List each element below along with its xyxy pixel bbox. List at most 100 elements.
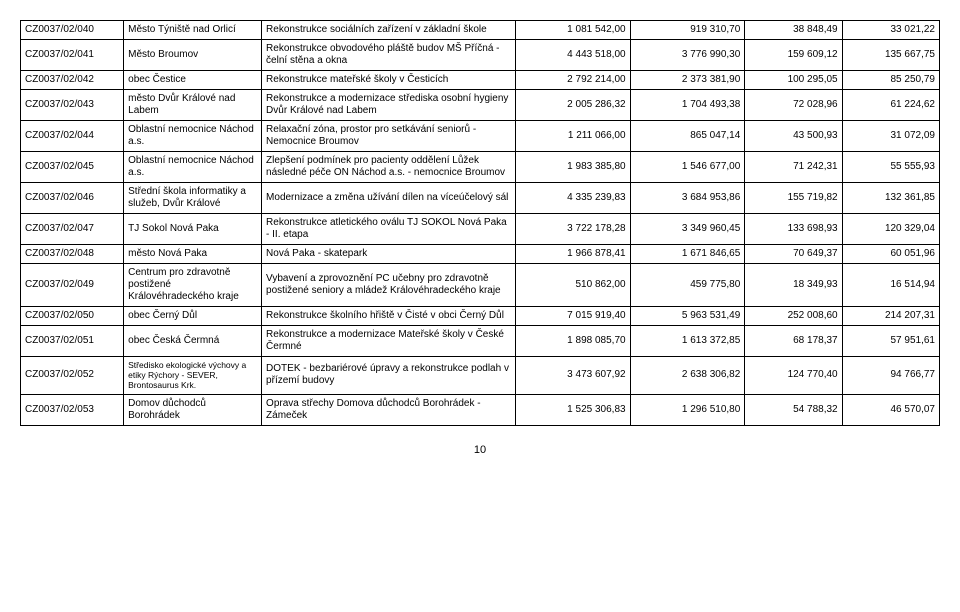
table-row: CZ0037/02/048město Nová PakaNová Paka - …: [21, 245, 940, 264]
table-row: CZ0037/02/042obec ČesticeRekonstrukce ma…: [21, 71, 940, 90]
table-row: CZ0037/02/041Město BroumovRekonstrukce o…: [21, 40, 940, 71]
cell-amount-1: 1 525 306,83: [515, 394, 630, 425]
cell-description: Rekonstrukce sociálních zařízení v zákla…: [262, 21, 516, 40]
table-row: CZ0037/02/044Oblastní nemocnice Náchod a…: [21, 121, 940, 152]
cell-amount-2: 3 776 990,30: [630, 40, 745, 71]
cell-amount-2: 2 638 306,82: [630, 357, 745, 395]
cell-id: CZ0037/02/053: [21, 394, 124, 425]
cell-amount-1: 2 792 214,00: [515, 71, 630, 90]
cell-amount-4: 132 361,85: [842, 183, 939, 214]
cell-applicant: Střední škola informatiky a služeb, Dvůr…: [124, 183, 262, 214]
cell-amount-1: 510 862,00: [515, 264, 630, 307]
cell-description: Rekonstrukce atletického oválu TJ SOKOL …: [262, 214, 516, 245]
table-row: CZ0037/02/052Středisko ekologické výchov…: [21, 357, 940, 395]
cell-amount-3: 252 008,60: [745, 307, 842, 326]
cell-description: DOTEK - bezbariérové úpravy a rekonstruk…: [262, 357, 516, 395]
cell-amount-2: 865 047,14: [630, 121, 745, 152]
cell-amount-4: 94 766,77: [842, 357, 939, 395]
cell-amount-4: 135 667,75: [842, 40, 939, 71]
cell-amount-3: 124 770,40: [745, 357, 842, 395]
cell-id: CZ0037/02/044: [21, 121, 124, 152]
cell-amount-4: 57 951,61: [842, 326, 939, 357]
cell-applicant: Centrum pro zdravotně postižené Královéh…: [124, 264, 262, 307]
table-row: CZ0037/02/049Centrum pro zdravotně posti…: [21, 264, 940, 307]
cell-amount-1: 7 015 919,40: [515, 307, 630, 326]
cell-id: CZ0037/02/047: [21, 214, 124, 245]
cell-amount-4: 16 514,94: [842, 264, 939, 307]
cell-amount-4: 55 555,93: [842, 152, 939, 183]
table-row: CZ0037/02/046Střední škola informatiky a…: [21, 183, 940, 214]
cell-id: CZ0037/02/048: [21, 245, 124, 264]
cell-description: Rekonstrukce školního hřiště v Čisté v o…: [262, 307, 516, 326]
cell-applicant: Oblastní nemocnice Náchod a.s.: [124, 121, 262, 152]
cell-applicant: Domov důchodců Borohrádek: [124, 394, 262, 425]
cell-amount-1: 4 335 239,83: [515, 183, 630, 214]
cell-amount-1: 1 081 542,00: [515, 21, 630, 40]
table-row: CZ0037/02/043město Dvůr Králové nad Labe…: [21, 90, 940, 121]
cell-id: CZ0037/02/040: [21, 21, 124, 40]
cell-amount-3: 155 719,82: [745, 183, 842, 214]
page-number: 10: [20, 444, 940, 456]
cell-amount-2: 919 310,70: [630, 21, 745, 40]
cell-applicant: město Nová Paka: [124, 245, 262, 264]
cell-amount-2: 5 963 531,49: [630, 307, 745, 326]
cell-description: Nová Paka - skatepark: [262, 245, 516, 264]
cell-applicant: obec Černý Důl: [124, 307, 262, 326]
cell-amount-1: 1 966 878,41: [515, 245, 630, 264]
cell-applicant: obec Čestice: [124, 71, 262, 90]
table-row: CZ0037/02/045Oblastní nemocnice Náchod a…: [21, 152, 940, 183]
cell-amount-3: 100 295,05: [745, 71, 842, 90]
cell-amount-3: 43 500,93: [745, 121, 842, 152]
cell-amount-2: 459 775,80: [630, 264, 745, 307]
cell-amount-1: 3 473 607,92: [515, 357, 630, 395]
cell-id: CZ0037/02/052: [21, 357, 124, 395]
table-row: CZ0037/02/050obec Černý DůlRekonstrukce …: [21, 307, 940, 326]
cell-amount-2: 1 546 677,00: [630, 152, 745, 183]
cell-amount-2: 1 613 372,85: [630, 326, 745, 357]
cell-amount-3: 159 609,12: [745, 40, 842, 71]
cell-amount-2: 2 373 381,90: [630, 71, 745, 90]
cell-applicant: Středisko ekologické výchovy a etiky Rýc…: [124, 357, 262, 395]
cell-applicant: město Dvůr Králové nad Labem: [124, 90, 262, 121]
cell-description: Modernizace a změna užívání dílen na víc…: [262, 183, 516, 214]
cell-amount-4: 85 250,79: [842, 71, 939, 90]
cell-applicant: Město Týniště nad Orlicí: [124, 21, 262, 40]
cell-amount-1: 1 983 385,80: [515, 152, 630, 183]
cell-amount-3: 70 649,37: [745, 245, 842, 264]
cell-amount-3: 38 848,49: [745, 21, 842, 40]
cell-id: CZ0037/02/051: [21, 326, 124, 357]
cell-amount-2: 1 671 846,65: [630, 245, 745, 264]
cell-amount-4: 61 224,62: [842, 90, 939, 121]
cell-amount-4: 60 051,96: [842, 245, 939, 264]
cell-amount-1: 1 211 066,00: [515, 121, 630, 152]
cell-description: Oprava střechy Domova důchodců Borohráde…: [262, 394, 516, 425]
cell-id: CZ0037/02/043: [21, 90, 124, 121]
cell-amount-4: 120 329,04: [842, 214, 939, 245]
cell-amount-3: 133 698,93: [745, 214, 842, 245]
table-row: CZ0037/02/053Domov důchodců BorohrádekOp…: [21, 394, 940, 425]
cell-applicant: Oblastní nemocnice Náchod a.s.: [124, 152, 262, 183]
table-row: CZ0037/02/047TJ Sokol Nová PakaRekonstru…: [21, 214, 940, 245]
cell-amount-4: 46 570,07: [842, 394, 939, 425]
cell-description: Relaxační zóna, prostor pro setkávání se…: [262, 121, 516, 152]
cell-amount-2: 1 704 493,38: [630, 90, 745, 121]
cell-description: Rekonstrukce a modernizace střediska oso…: [262, 90, 516, 121]
cell-applicant: Město Broumov: [124, 40, 262, 71]
cell-id: CZ0037/02/050: [21, 307, 124, 326]
cell-description: Rekonstrukce mateřské školy v Česticích: [262, 71, 516, 90]
cell-description: Vybavení a zprovoznění PC učebny pro zdr…: [262, 264, 516, 307]
cell-amount-3: 72 028,96: [745, 90, 842, 121]
cell-description: Rekonstrukce obvodového pláště budov MŠ …: [262, 40, 516, 71]
cell-amount-3: 18 349,93: [745, 264, 842, 307]
cell-description: Rekonstrukce a modernizace Mateřské škol…: [262, 326, 516, 357]
cell-amount-1: 2 005 286,32: [515, 90, 630, 121]
cell-applicant: obec Česká Čermná: [124, 326, 262, 357]
data-table: CZ0037/02/040Město Týniště nad OrlicíRek…: [20, 20, 940, 426]
cell-id: CZ0037/02/041: [21, 40, 124, 71]
cell-amount-1: 3 722 178,28: [515, 214, 630, 245]
cell-amount-3: 71 242,31: [745, 152, 842, 183]
cell-id: CZ0037/02/042: [21, 71, 124, 90]
cell-id: CZ0037/02/049: [21, 264, 124, 307]
cell-description: Zlepšení podmínek pro pacienty oddělení …: [262, 152, 516, 183]
cell-id: CZ0037/02/046: [21, 183, 124, 214]
